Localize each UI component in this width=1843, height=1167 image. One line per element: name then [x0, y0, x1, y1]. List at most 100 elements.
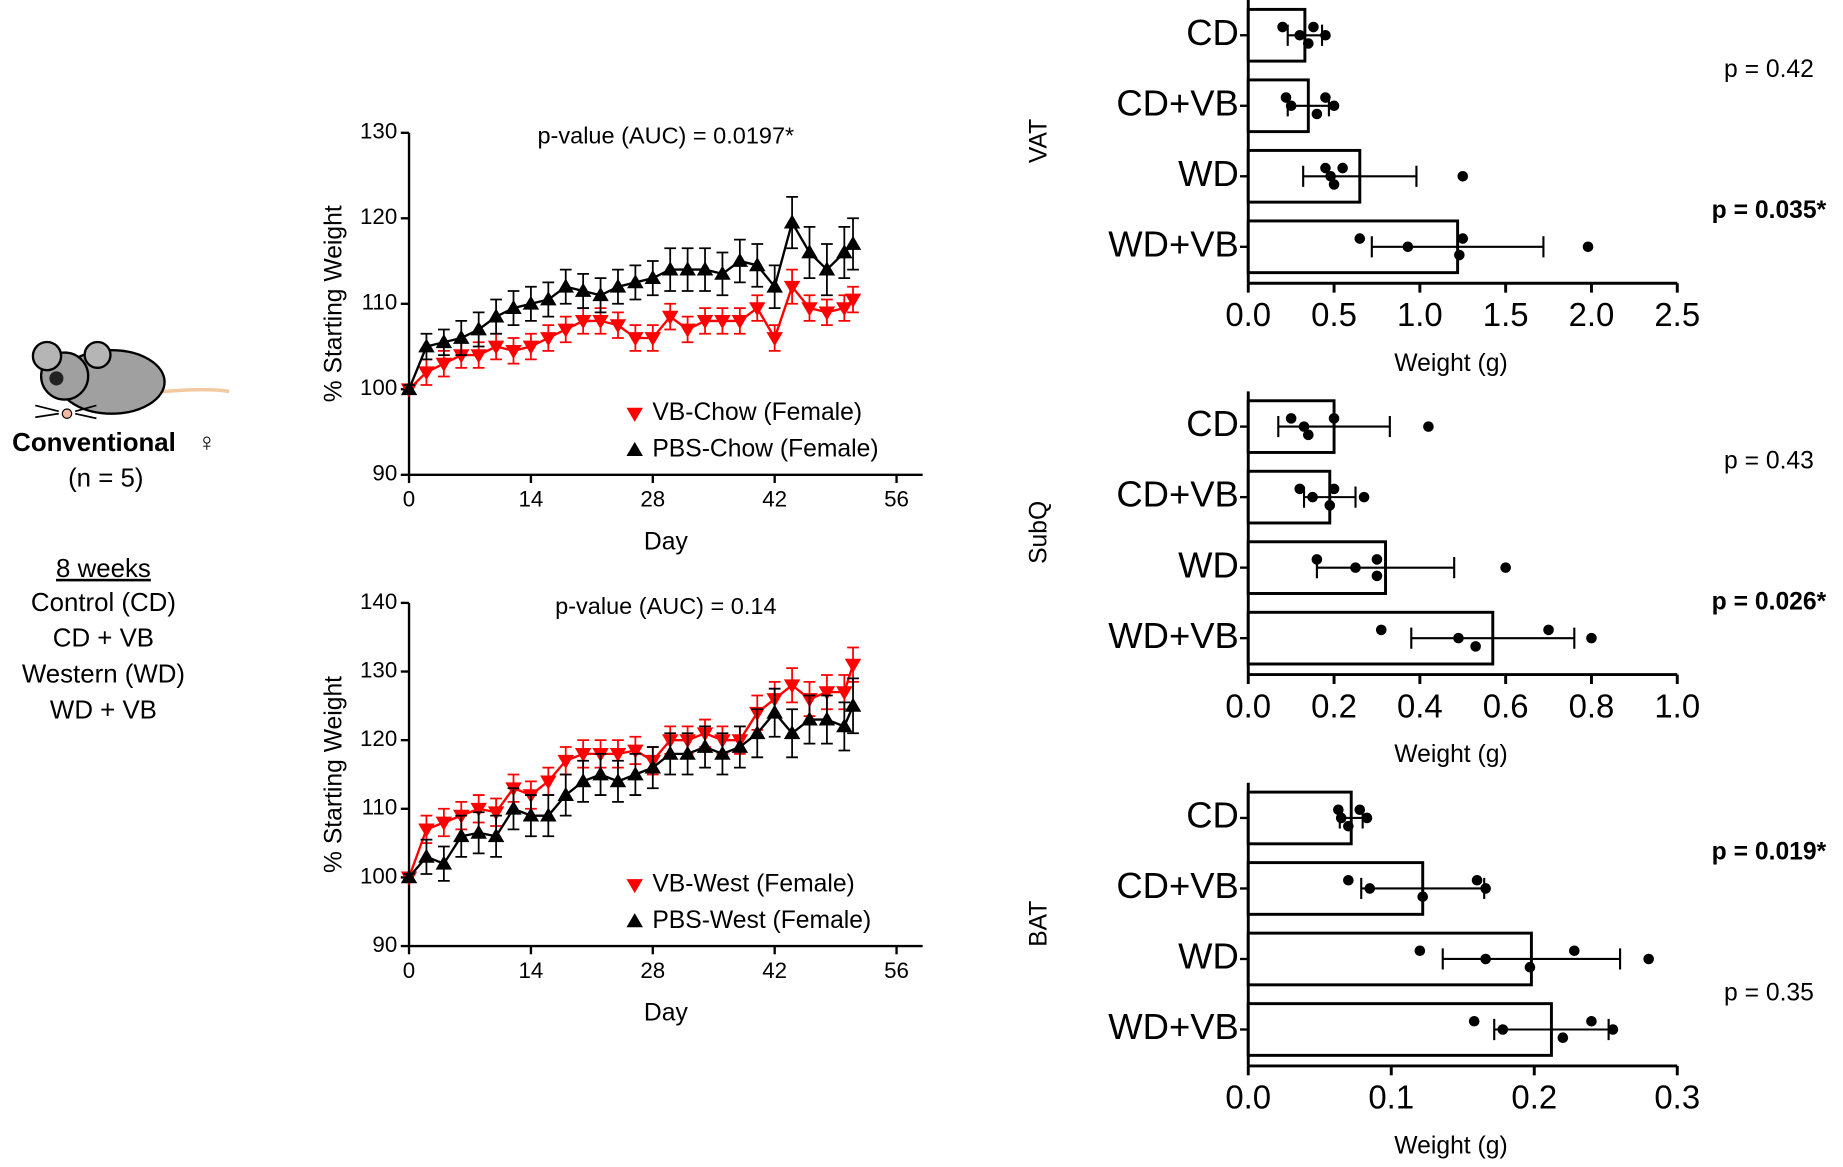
data-point	[1294, 483, 1306, 495]
marker	[696, 261, 714, 276]
legend-marker	[626, 913, 643, 928]
marker	[470, 802, 487, 818]
x-tick-label: 0.0	[1225, 296, 1271, 333]
category-label: CD	[1186, 12, 1239, 53]
category-label: CD+VB	[1116, 474, 1238, 515]
marker	[836, 302, 853, 317]
data-point	[1524, 961, 1536, 973]
y-tick-label: 100	[360, 375, 397, 400]
x-axis-label: Weight (g)	[1394, 350, 1507, 377]
p-value: p = 0.035*	[1712, 197, 1827, 224]
legend-marker	[626, 879, 643, 894]
marker	[801, 302, 818, 317]
marker	[540, 775, 557, 790]
x-tick-label: 1.5	[1483, 296, 1529, 333]
category-label: CD+VB	[1116, 865, 1238, 906]
bar	[1246, 790, 1353, 846]
marker	[844, 235, 862, 250]
marker	[783, 679, 801, 694]
marker	[644, 759, 662, 774]
error-bar	[1370, 236, 1545, 258]
marker	[679, 261, 696, 276]
x-axis-label: Weight (g)	[1394, 1133, 1507, 1160]
marker	[592, 315, 609, 330]
p-value: p = 0.019*	[1712, 839, 1827, 866]
legend-label: VB-Chow (Female)	[652, 399, 862, 426]
marker	[435, 855, 453, 870]
bar	[1246, 78, 1310, 134]
x-tick-label: 0	[403, 958, 415, 983]
marker	[661, 745, 679, 760]
data-point	[1457, 233, 1469, 244]
category-label: WD	[1178, 544, 1239, 585]
marker	[453, 349, 470, 364]
marker	[470, 321, 487, 336]
sex-label: ♀	[197, 429, 216, 457]
marker	[661, 261, 679, 276]
marker	[766, 278, 783, 293]
category-label: CD	[1186, 403, 1239, 444]
marker	[836, 686, 853, 701]
series-line	[407, 664, 855, 878]
group-label: Western (WD)	[22, 661, 185, 689]
y-tick-label: 110	[362, 290, 398, 315]
series-line	[408, 705, 855, 879]
y-axis-label: SubQ	[1026, 501, 1053, 564]
data-point	[1414, 945, 1426, 957]
marker	[435, 816, 453, 831]
y-tick-label: 140	[360, 589, 397, 614]
marker	[627, 274, 644, 289]
error-bar	[1441, 948, 1622, 970]
marker	[844, 658, 862, 673]
legend-marker	[626, 407, 643, 422]
marker	[731, 252, 749, 267]
data-point	[1375, 624, 1387, 636]
y-tick-label: 90	[372, 461, 397, 486]
x-tick-label: 0.8	[1569, 687, 1615, 724]
data-point	[1417, 891, 1429, 902]
marker	[844, 697, 862, 712]
x-tick-label: 0	[403, 487, 415, 512]
marker	[783, 725, 801, 740]
x-axis-label: Weight (g)	[1394, 741, 1507, 768]
marker	[627, 744, 644, 759]
marker	[592, 287, 609, 302]
data-point	[1277, 21, 1288, 33]
marker	[609, 773, 627, 788]
marker	[661, 310, 679, 325]
legend-label: PBS-West (Female)	[652, 907, 871, 934]
data-point	[1557, 1032, 1569, 1044]
marker	[627, 332, 644, 347]
data-point	[1343, 820, 1354, 832]
y-axis-label: VAT	[1026, 119, 1053, 163]
error-bar	[1315, 557, 1456, 579]
category-label: WD+VB	[1108, 223, 1239, 264]
data-point	[1320, 162, 1331, 174]
marker	[679, 745, 696, 760]
data-point	[1371, 570, 1383, 582]
marker	[540, 291, 557, 306]
y-tick-label: 100	[360, 863, 397, 888]
data-point	[1371, 554, 1383, 565]
y-tick-label: 130	[360, 657, 397, 682]
x-tick-label: 0.2	[1511, 1079, 1557, 1116]
x-tick-label: 1.0	[1654, 687, 1700, 724]
x-tick-label: 0.5	[1311, 296, 1357, 333]
error-bar	[1360, 877, 1486, 900]
x-tick-label: 0.0	[1225, 687, 1271, 724]
x-tick-label: 2.0	[1569, 296, 1615, 333]
data-point	[1569, 945, 1580, 957]
data-point	[1324, 500, 1336, 511]
marker	[679, 323, 696, 338]
marker	[505, 800, 522, 815]
x-tick-label: 2.5	[1654, 296, 1700, 333]
error-bar	[1286, 95, 1330, 117]
x-tick-label: 1.0	[1397, 296, 1443, 333]
data-point	[1328, 483, 1340, 495]
data-point	[1423, 421, 1434, 432]
data-point	[1607, 1024, 1619, 1035]
data-point	[1586, 1015, 1597, 1027]
p-value: p = 0.43	[1724, 447, 1814, 474]
error-bar	[1302, 165, 1418, 187]
group-label: Control (CD)	[31, 589, 176, 617]
